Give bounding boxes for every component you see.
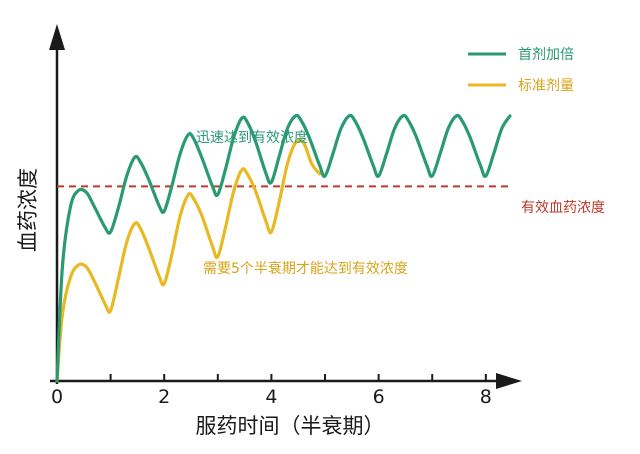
x-axis-title: 服药时间（半衰期） <box>196 414 385 438</box>
legend-label-loading: 首剂加倍 <box>518 47 574 63</box>
series-group <box>55 113 512 383</box>
y-axis-title: 血药浓度 <box>16 168 40 252</box>
legend-label-standard: 标准剂量 <box>518 78 574 94</box>
x-tick-label: 8 <box>480 386 492 408</box>
y-axis-arrow <box>49 24 65 50</box>
annotation-fast: 迅速达到有效浓度 <box>196 130 308 146</box>
x-axis-arrow <box>496 373 522 389</box>
threshold-label: 有效血药浓度 <box>521 200 605 216</box>
x-tick-label: 4 <box>265 386 277 408</box>
legend: 首剂加倍 标准剂量 <box>468 47 574 94</box>
x-ticks: 0 2 4 6 8 <box>51 374 492 408</box>
series-line-standard-dose <box>55 138 322 383</box>
annotation-slow: 需要5个半衰期才能达到有效浓度 <box>203 260 408 277</box>
x-tick-label: 6 <box>373 386 385 408</box>
x-tick-label: 2 <box>158 386 170 408</box>
x-tick-label: 0 <box>51 386 63 408</box>
series-line-loading-dose <box>55 113 512 383</box>
